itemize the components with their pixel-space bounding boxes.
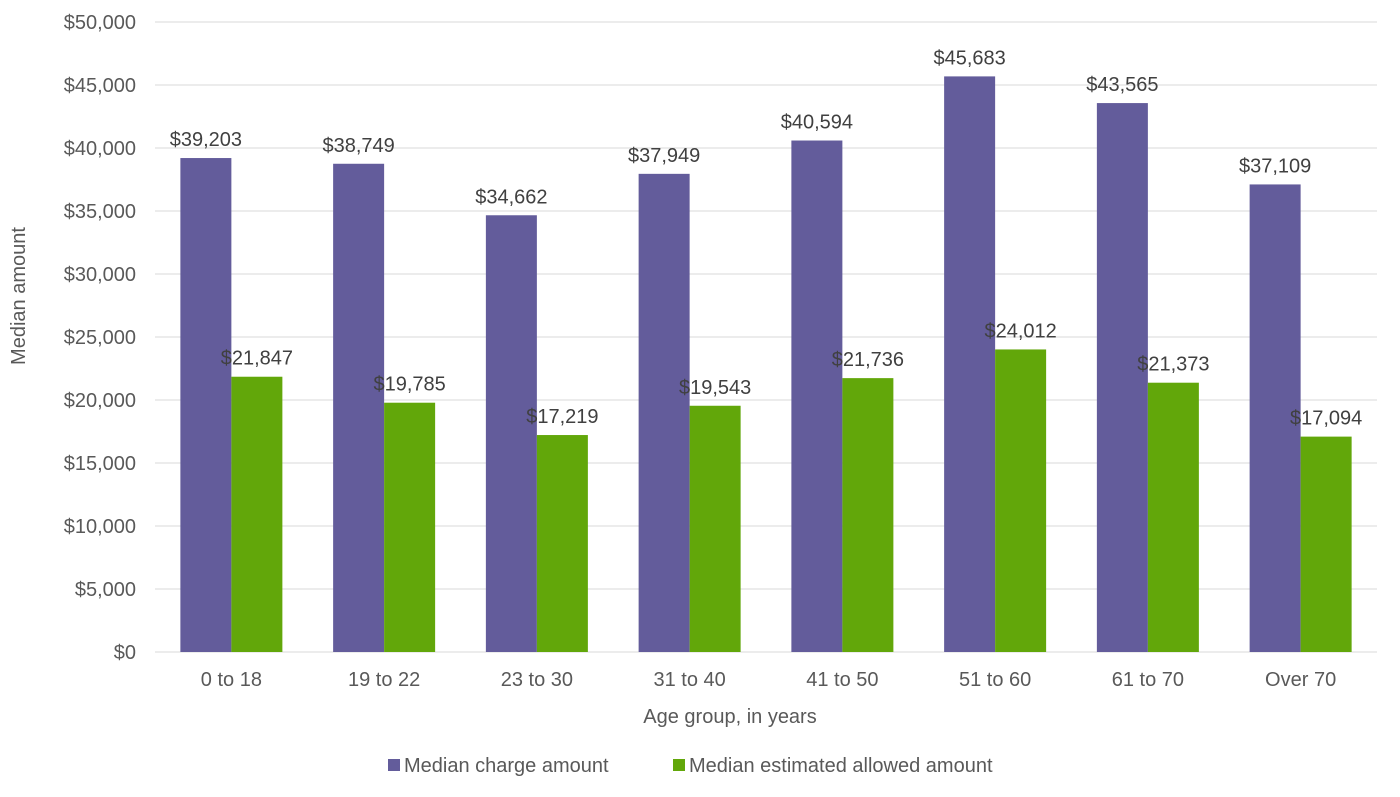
bar xyxy=(791,140,843,652)
y-axis-title: Median amount xyxy=(8,227,30,365)
x-axis-title: Age group, in years xyxy=(643,706,816,728)
data-label: $37,949 xyxy=(628,145,700,167)
y-tick-label: $30,000 xyxy=(64,264,136,286)
y-tick-label: $50,000 xyxy=(64,12,136,34)
y-tick-label: $0 xyxy=(114,642,136,664)
data-label: $24,012 xyxy=(984,320,1056,342)
bar xyxy=(995,349,1047,652)
data-label: $39,203 xyxy=(170,129,242,151)
data-label: $34,662 xyxy=(475,186,547,208)
x-axis-tick-labels: 0 to 18 19 to 22 23 to 30 31 to 40 41 to 50 5… xyxy=(201,669,1336,691)
y-tick-label: $25,000 xyxy=(64,327,136,349)
bars xyxy=(180,76,1352,653)
data-label: $45,683 xyxy=(933,47,1005,69)
bar xyxy=(842,378,894,652)
y-tick-label: $20,000 xyxy=(64,390,136,412)
x-tick-label: 61 to 70 xyxy=(1112,669,1184,691)
bar xyxy=(333,163,385,652)
data-label: $21,373 xyxy=(1137,354,1209,376)
legend: Median charge amount Median estimated all… xyxy=(388,755,993,777)
x-tick-label: 51 to 60 xyxy=(959,669,1031,691)
y-tick-label: $10,000 xyxy=(64,516,136,538)
y-tick-label: $15,000 xyxy=(64,453,136,475)
y-tick-label: $45,000 xyxy=(64,75,136,97)
data-label: $19,543 xyxy=(679,377,751,399)
x-tick-label: 19 to 22 xyxy=(348,669,420,691)
bar xyxy=(231,376,283,652)
data-label: $21,847 xyxy=(221,348,293,370)
data-labels: $39,203 $21,847 $38,749 $19,785 $34,662 $17,2… xyxy=(170,47,1363,429)
legend-swatch xyxy=(673,759,685,771)
bar xyxy=(384,402,436,652)
data-label: $17,219 xyxy=(526,406,598,428)
bar xyxy=(689,405,741,652)
bar xyxy=(1096,103,1148,653)
x-tick-label: 31 to 40 xyxy=(653,669,725,691)
bar xyxy=(536,435,588,652)
data-label: $37,109 xyxy=(1239,155,1311,177)
data-label: $19,785 xyxy=(373,374,445,396)
data-label: $38,749 xyxy=(322,135,394,157)
bar xyxy=(485,215,537,653)
y-tick-label: $5,000 xyxy=(75,579,136,601)
bar xyxy=(638,173,690,653)
data-label: $43,565 xyxy=(1086,74,1158,96)
bar xyxy=(180,158,232,652)
data-label: $21,736 xyxy=(832,349,904,371)
x-tick-label: 0 to 18 xyxy=(201,669,262,691)
data-label: $17,094 xyxy=(1290,408,1362,430)
bar xyxy=(1300,436,1352,652)
legend-label: Median charge amount xyxy=(404,755,609,777)
bar xyxy=(944,76,996,652)
data-label: $40,594 xyxy=(781,112,853,134)
y-tick-label: $40,000 xyxy=(64,138,136,160)
bar xyxy=(1249,184,1301,652)
legend-swatch xyxy=(388,759,400,771)
y-tick-label: $35,000 xyxy=(64,201,136,223)
x-tick-label: 23 to 30 xyxy=(501,669,573,691)
x-tick-label: Over 70 xyxy=(1265,669,1336,691)
y-axis-tick-labels: $0 $5,000 $10,000 $15,000 $20,000 $25,000 $30,… xyxy=(64,12,136,664)
legend-label: Median estimated allowed amount xyxy=(689,755,993,777)
bar xyxy=(1147,382,1199,652)
x-tick-label: 41 to 50 xyxy=(806,669,878,691)
